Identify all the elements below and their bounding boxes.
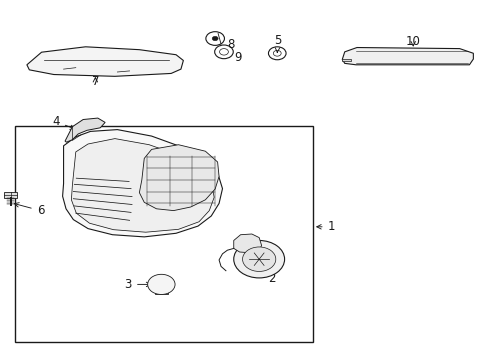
Text: 4: 4 xyxy=(52,115,75,129)
Polygon shape xyxy=(139,145,219,211)
Bar xyxy=(15,126,312,342)
Polygon shape xyxy=(342,48,472,65)
Text: 2: 2 xyxy=(267,270,275,285)
Text: 3: 3 xyxy=(124,278,150,291)
Polygon shape xyxy=(65,118,105,142)
Polygon shape xyxy=(71,139,214,232)
Text: 1: 1 xyxy=(316,220,334,233)
Circle shape xyxy=(147,274,175,294)
Bar xyxy=(4,192,17,198)
Circle shape xyxy=(242,247,275,271)
Circle shape xyxy=(233,240,284,278)
Text: 9: 9 xyxy=(234,51,242,64)
Polygon shape xyxy=(62,130,222,237)
Polygon shape xyxy=(27,47,183,76)
Text: 5: 5 xyxy=(273,34,281,53)
Text: 8: 8 xyxy=(227,38,234,51)
Polygon shape xyxy=(154,289,168,294)
Text: 7: 7 xyxy=(91,75,99,88)
Text: 6: 6 xyxy=(14,203,44,217)
Polygon shape xyxy=(342,59,350,61)
Circle shape xyxy=(212,36,218,41)
Polygon shape xyxy=(233,234,261,253)
Text: 10: 10 xyxy=(405,35,420,48)
